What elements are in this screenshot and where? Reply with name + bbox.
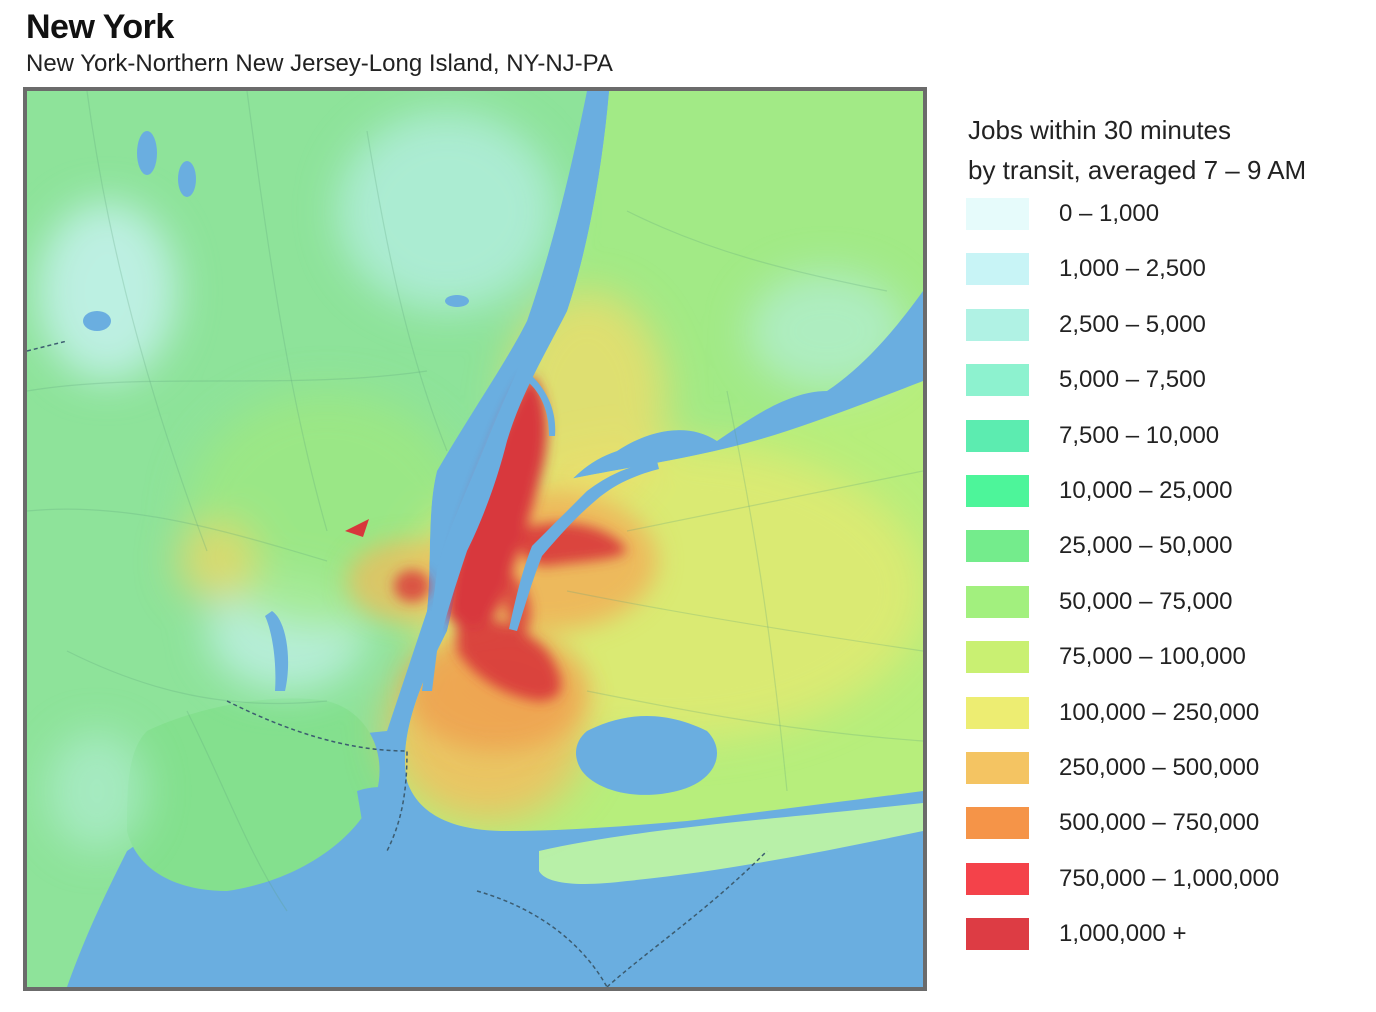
legend-item: 25,000 – 50,000 [966,530,1366,585]
legend-swatch [966,198,1029,230]
lake-1 [137,131,157,175]
river-layer [83,91,717,871]
legend-swatch [966,918,1029,951]
legend-item: 7,500 – 10,000 [966,419,1366,475]
rockaway-land [539,803,923,884]
legend-item: 100,000 – 250,000 [966,696,1366,752]
legend-item: 750,000 – 1,000,000 [966,862,1366,918]
road-network [27,91,923,912]
legend-label: 50,000 – 75,000 [1059,587,1233,615]
legend-swatch [966,253,1029,286]
legend-swatch [966,751,1029,784]
legend-item: 10,000 – 25,000 [966,474,1366,530]
legend-swatch [966,696,1029,729]
lake-4 [83,311,111,331]
lake-3 [445,295,469,307]
legend-label: 100,000 – 250,000 [1059,698,1260,726]
staten-island-land [127,698,380,891]
legend-item: 75,000 – 100,000 [966,641,1366,696]
legend-swatch [966,807,1029,840]
legend-swatch [966,862,1029,895]
legend-item: 500,000 – 750,000 [966,807,1366,862]
legend-item: 0 – 1,000 [966,198,1366,253]
legend-item: 1,000,000 + [966,918,1366,973]
legend: Jobs within 30 minutes by transit, avera… [966,110,1366,973]
legend-swatch [966,585,1029,618]
legend-label: 500,000 – 750,000 [1059,809,1260,837]
legend-label: 7,500 – 10,000 [1059,421,1220,449]
legend-items: 0 – 1,000 1,000 – 2,500 2,500 – 5,000 5,000… [966,198,1366,973]
boundary-lines [27,340,768,987]
legend-label: 250,000 – 500,000 [1059,753,1260,781]
legend-swatch [966,364,1029,397]
hudson-river [422,91,609,691]
page-title: New York [26,8,174,46]
harlem-river [527,376,556,436]
lake-2 [178,161,196,197]
heat-layer [37,111,923,851]
legend-item: 1,000 – 2,500 [966,253,1366,308]
legend-label: 1,000 – 2,500 [1059,255,1206,283]
legend-item: 50,000 – 75,000 [966,585,1366,641]
legend-label: 25,000 – 50,000 [1059,532,1233,560]
legend-label: 1,000,000 + [1059,920,1187,948]
legend-swatch [966,308,1029,341]
map-canvas [27,91,923,987]
legend-title-line-2: by transit, averaged 7 – 9 AM [968,155,1307,185]
legend-swatch [966,641,1029,674]
legend-item: 5,000 – 7,500 [966,364,1366,419]
legend-swatch [966,530,1029,563]
lower-bay [357,787,447,871]
legend-label: 0 – 1,000 [1059,200,1160,227]
jamaica-bay [575,716,717,795]
legend-swatch [966,419,1029,452]
newark-bay [265,611,289,691]
legend-item: 2,500 – 5,000 [966,308,1366,364]
legend-label: 5,000 – 7,500 [1059,366,1206,394]
legend-title: Jobs within 30 minutes by transit, avera… [968,110,1366,190]
legend-label: 2,500 – 5,000 [1059,310,1206,338]
legend-item: 250,000 – 500,000 [966,751,1366,807]
legend-label: 10,000 – 25,000 [1059,476,1233,504]
accessibility-map[interactable] [23,87,927,991]
legend-title-line-1: Jobs within 30 minutes [968,115,1232,145]
east-river [509,461,659,631]
legend-label: 750,000 – 1,000,000 [1059,864,1280,892]
legend-swatch [966,474,1029,507]
legend-label: 75,000 – 100,000 [1059,643,1246,671]
page-subtitle: New York-Northern New Jersey-Long Island… [26,50,613,77]
